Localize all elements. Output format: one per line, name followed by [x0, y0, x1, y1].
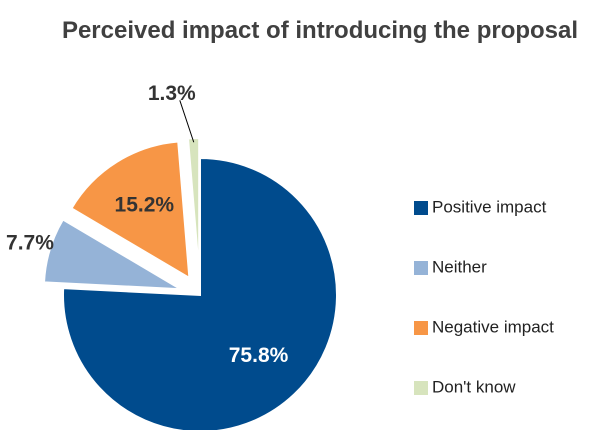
data-label: 15.2%: [115, 194, 175, 217]
legend-label: Positive impact: [432, 197, 547, 216]
legend-label: Neither: [432, 257, 487, 276]
pie-slice: [186, 137, 201, 276]
data-label: 75.8%: [229, 344, 289, 367]
legend-swatch: [414, 321, 428, 335]
legend-label: Negative impact: [432, 317, 554, 336]
data-label: 7.7%: [6, 231, 54, 254]
leader-line: [179, 100, 195, 143]
pie-slice: [62, 156, 338, 430]
legend-swatch: [414, 201, 428, 215]
pie-slice: [70, 140, 191, 280]
data-label: 1.3%: [148, 82, 196, 105]
legend-swatch: [414, 261, 428, 275]
legend-swatch: [414, 381, 428, 395]
chart-title: Perceived impact of introducing the prop…: [61, 17, 579, 44]
pie-slice: [42, 218, 182, 291]
legend-label: Don't know: [432, 377, 516, 396]
